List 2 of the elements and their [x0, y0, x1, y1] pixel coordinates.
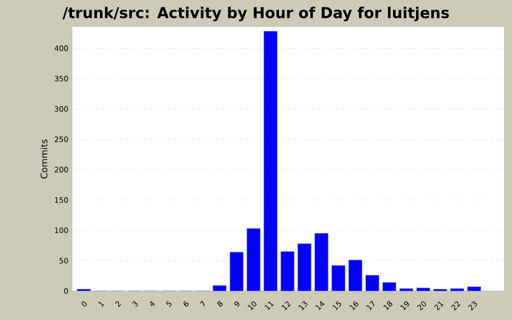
chart-title: /trunk/src: Activity by Hour of Day for luitjens [62, 6, 449, 22]
y-axis-title: Commits [40, 139, 48, 178]
